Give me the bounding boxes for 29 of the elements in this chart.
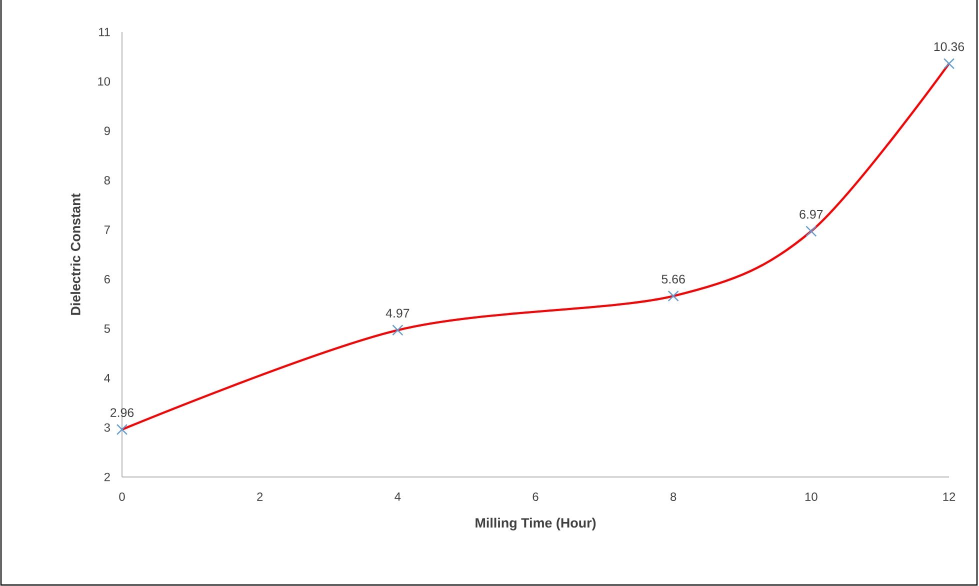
y-tick-label: 11 (98, 28, 110, 36)
x-tick-label: 12 (943, 492, 956, 501)
y-tick-label: 10 (98, 77, 110, 86)
y-axis-title: Dielectric Constant (70, 193, 80, 315)
y-tick-label: 7 (104, 226, 110, 234)
point (392, 324, 404, 336)
x-tick-label: 6 (532, 492, 538, 501)
data-label: 2.96 (110, 408, 134, 418)
y-tick-label: 4 (104, 374, 110, 382)
data-label: 10.36 (934, 42, 964, 52)
x-tick-label: 8 (670, 492, 676, 501)
data-label: 4.97 (386, 308, 410, 318)
y-tick-label: 2 (104, 472, 110, 482)
point (806, 226, 817, 237)
y-tick-label: 9 (104, 126, 110, 136)
data-label: 6.97 (800, 210, 823, 219)
x-tick-label: 10 (805, 492, 818, 501)
y-tick-label: 6 (104, 274, 110, 284)
point (943, 58, 955, 70)
x-tick-label: 4 (394, 492, 401, 501)
x-axis-title: Milling Time (Hour) (476, 518, 596, 530)
y-tick-label: 3 (104, 423, 110, 432)
y-tick-label: 8 (104, 176, 110, 185)
point (116, 424, 128, 436)
point (668, 290, 679, 302)
data-label: 5.66 (662, 274, 685, 284)
y-tick-label: 5 (104, 324, 110, 333)
x-tick-label: 2 (257, 492, 263, 501)
x-tick-label: 0 (119, 492, 125, 501)
